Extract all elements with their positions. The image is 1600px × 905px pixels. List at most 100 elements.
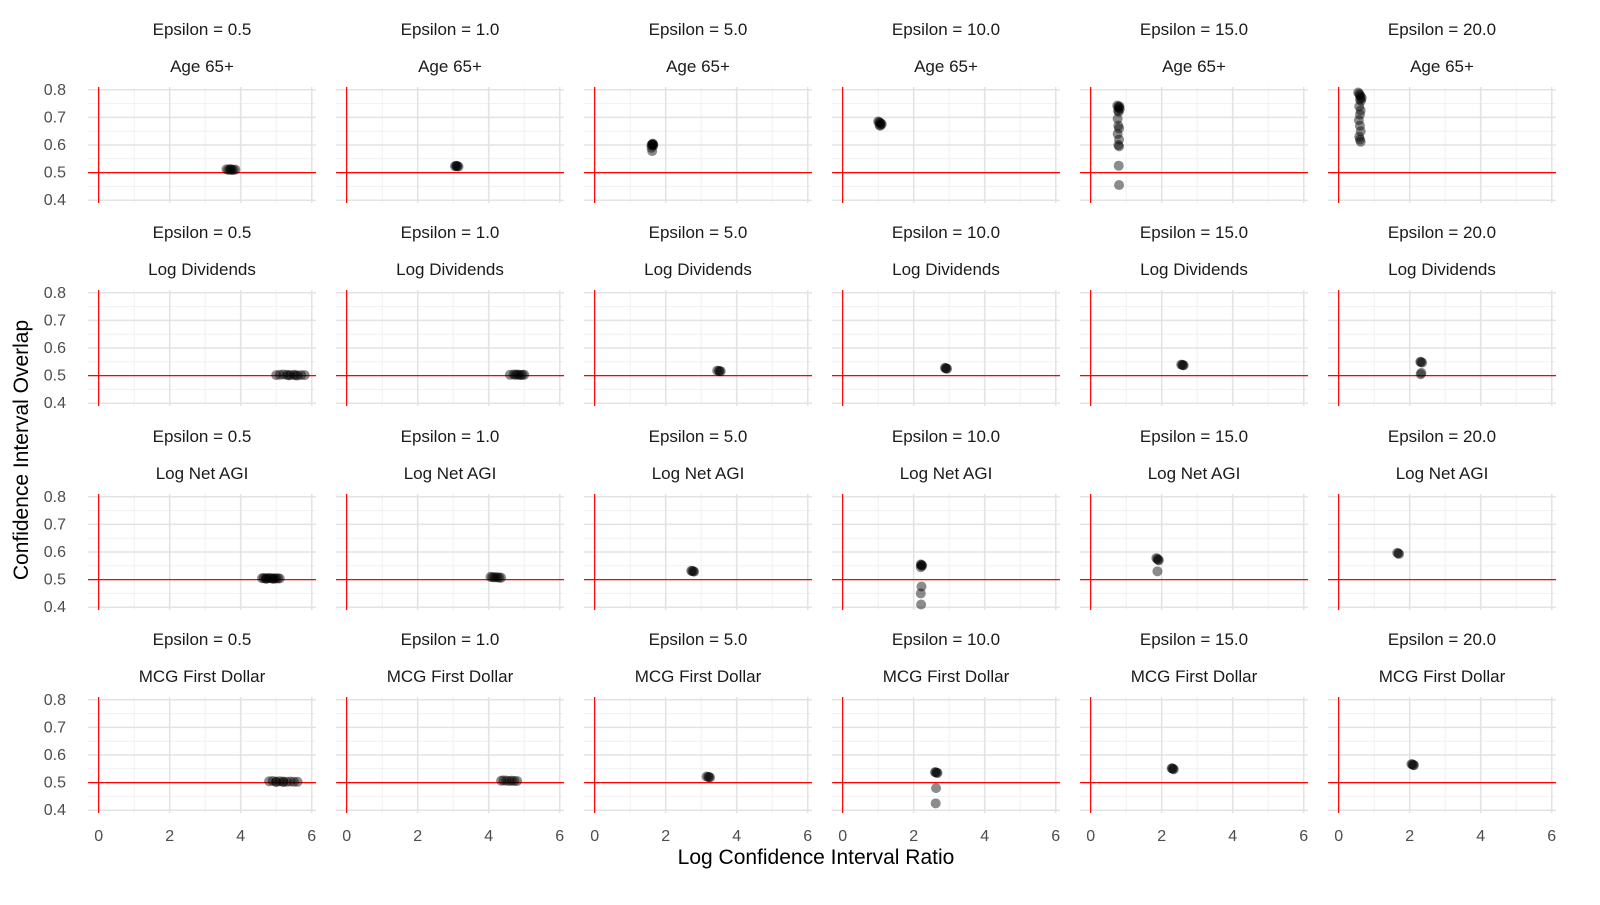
data-point — [1113, 101, 1124, 112]
data-point — [264, 776, 275, 787]
data-point — [1112, 100, 1123, 111]
data-point — [264, 572, 275, 583]
data-point — [1113, 106, 1124, 117]
data-point — [712, 365, 723, 376]
facet-label-epsilon: Epsilon = 1.0 — [401, 427, 500, 446]
data-point — [686, 565, 697, 576]
data-point — [274, 369, 285, 380]
data-point — [1166, 763, 1177, 774]
y-tick-label: 0.4 — [44, 395, 66, 412]
data-point — [490, 572, 501, 583]
data-point — [1408, 760, 1419, 771]
x-tick-label: 0 — [342, 828, 351, 845]
data-point — [269, 573, 280, 584]
y-tick-label: 0.8 — [44, 82, 66, 99]
data-point — [714, 366, 725, 377]
data-point — [292, 776, 303, 787]
data-point — [1168, 764, 1179, 775]
data-point — [646, 140, 657, 150]
data-point — [1112, 113, 1123, 124]
facet-label-epsilon: Epsilon = 15.0 — [1140, 223, 1248, 242]
data-point — [496, 775, 507, 786]
data-point — [285, 370, 296, 381]
data-point — [688, 566, 699, 577]
data-point — [931, 783, 942, 794]
data-point — [517, 369, 528, 380]
data-point — [494, 572, 505, 583]
data-point — [875, 120, 886, 131]
data-point — [876, 119, 887, 130]
y-tick-label: 0.6 — [44, 747, 66, 764]
y-tick-label: 0.5 — [44, 775, 66, 792]
data-point — [452, 161, 463, 172]
data-point — [228, 164, 239, 175]
data-point — [261, 573, 272, 584]
y-tick-label: 0.8 — [44, 285, 66, 302]
data-point — [1415, 369, 1426, 380]
data-point — [1152, 566, 1163, 577]
data-point — [1354, 90, 1365, 101]
data-point — [274, 573, 285, 584]
data-point — [687, 566, 698, 577]
facet-label-variable: MCG First Dollar — [387, 667, 514, 686]
data-point — [1354, 120, 1365, 131]
data-point — [1354, 101, 1365, 112]
data-point — [278, 777, 289, 788]
data-point — [262, 573, 273, 584]
panel-0-5: Epsilon = 20.0 Age 65+ — [1328, 20, 1556, 203]
data-point — [1152, 553, 1163, 564]
x-tick-label: 6 — [307, 828, 316, 845]
data-point — [1416, 357, 1427, 368]
panel-2-2: Epsilon = 5.0 Log Net AGI — [584, 427, 812, 610]
facet-label-variable: Log Net AGI — [1396, 464, 1489, 483]
panel-1-5: Epsilon = 20.0 Log Dividends — [1328, 223, 1556, 406]
data-point — [288, 369, 299, 380]
data-point — [281, 776, 292, 787]
data-point — [274, 776, 285, 787]
data-point — [1393, 548, 1404, 559]
data-point — [1113, 105, 1123, 116]
panel-1-0: Epsilon = 0.5 Log Dividends 0.4 0.5 0.6 0.7 0.… — [44, 223, 316, 412]
x-tick-label: 4 — [980, 828, 989, 845]
data-point — [915, 562, 926, 573]
facet-label-epsilon: Epsilon = 1.0 — [401, 20, 500, 39]
data-point — [873, 116, 884, 127]
data-point — [1353, 115, 1364, 126]
data-point — [260, 573, 271, 584]
data-point — [1114, 101, 1125, 112]
x-tick-label: 6 — [555, 828, 564, 845]
data-point — [281, 369, 292, 380]
facet-label-variable: Age 65+ — [418, 57, 482, 76]
data-point — [226, 165, 237, 176]
data-point — [648, 140, 659, 150]
facet-label-epsilon: Epsilon = 0.5 — [153, 427, 252, 446]
data-point — [1394, 548, 1405, 559]
data-point — [916, 559, 927, 570]
panel-0-0: Epsilon = 0.5 Age 65+ 0.4 0.5 0.6 0.7 0.8 — [44, 20, 316, 209]
x-tick-label: 2 — [1405, 828, 1414, 845]
facet-label-epsilon: Epsilon = 10.0 — [892, 20, 1000, 39]
facet-label-variable: Log Dividends — [1388, 260, 1496, 279]
panel-3-1: Epsilon = 1.0 MCG First Dollar 0 2 4 6 — [336, 630, 564, 845]
panel-1-1: Epsilon = 1.0 Log Dividends — [336, 223, 564, 406]
facet-label-variable: MCG First Dollar — [635, 667, 762, 686]
data-point — [939, 362, 950, 373]
data-point — [647, 138, 658, 149]
y-tick-label: 0.5 — [44, 165, 66, 182]
data-point — [1114, 123, 1125, 134]
x-tick-label: 2 — [909, 828, 918, 845]
panel-0-3: Epsilon = 10.0 Age 65+ — [832, 20, 1060, 203]
facet-label-variable: Log Net AGI — [1148, 464, 1241, 483]
data-point — [915, 588, 926, 599]
data-point — [1177, 360, 1188, 371]
y-tick-label: 0.6 — [44, 544, 66, 561]
data-point — [223, 164, 234, 175]
facet-label-variable: Log Net AGI — [900, 464, 993, 483]
data-point — [930, 798, 941, 809]
facet-label-epsilon: Epsilon = 20.0 — [1388, 630, 1496, 649]
data-point — [1406, 759, 1417, 770]
facet-label-variable: Age 65+ — [914, 57, 978, 76]
data-point — [267, 573, 278, 584]
facet-label-epsilon: Epsilon = 20.0 — [1388, 427, 1496, 446]
